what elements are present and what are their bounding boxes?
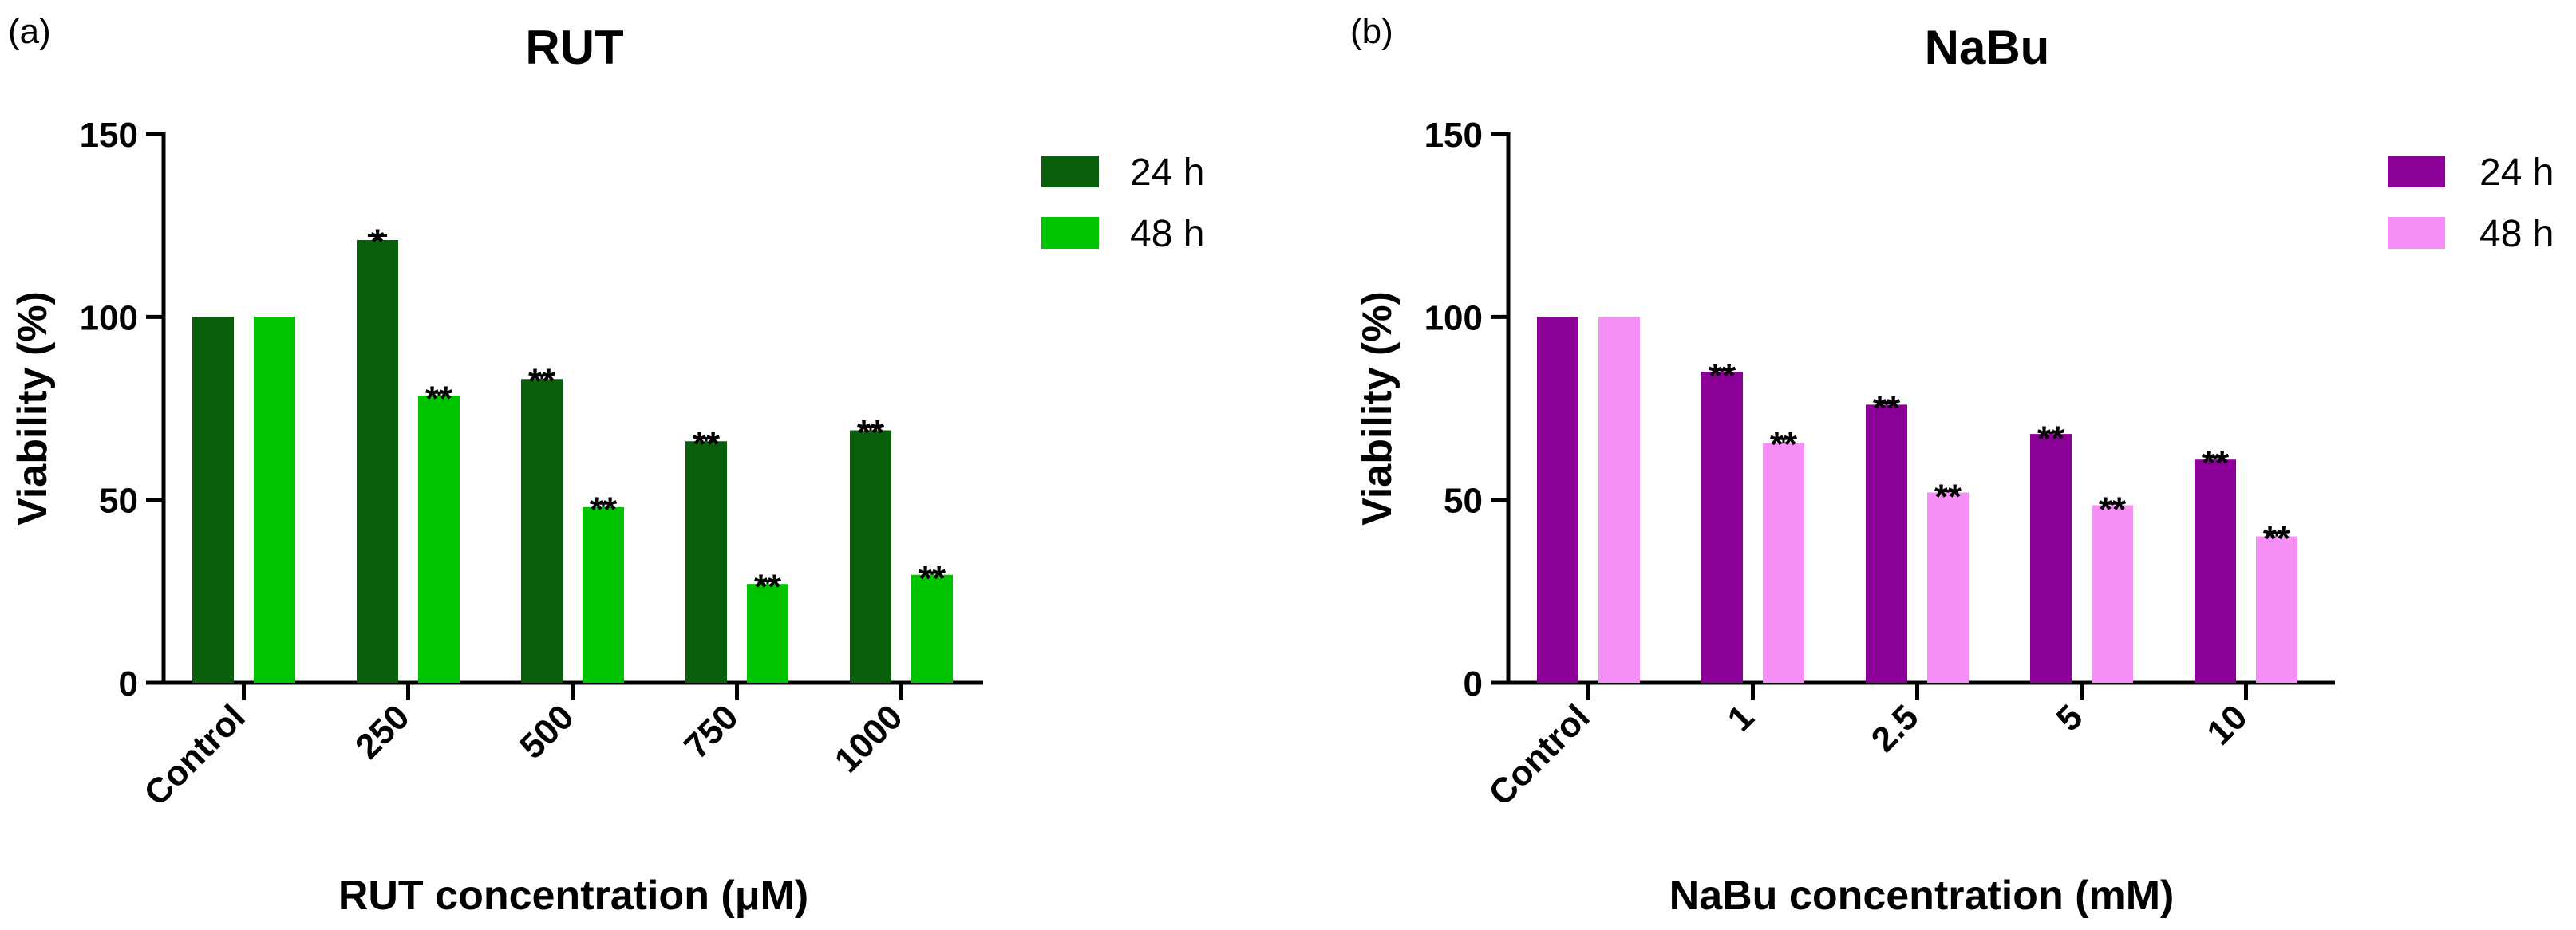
bar bbox=[1701, 372, 1743, 683]
significance-label: ** bbox=[425, 379, 453, 418]
x-tick-label: 1 bbox=[1721, 697, 1762, 739]
x-axis-label: RUT concentration (μM) bbox=[338, 873, 808, 919]
x-tick-label: 10 bbox=[2199, 697, 2254, 752]
bar bbox=[1866, 404, 1907, 683]
y-tick-label: 0 bbox=[1464, 664, 1483, 703]
bar bbox=[254, 317, 295, 683]
bar bbox=[357, 240, 398, 684]
significance-label: ** bbox=[2099, 490, 2127, 529]
panel-label: (b) bbox=[1350, 12, 1393, 51]
panel-label: (a) bbox=[8, 12, 51, 51]
chart-title: NaBu bbox=[1925, 21, 2050, 74]
significance-label: * bbox=[370, 223, 385, 262]
significance-label: ** bbox=[2263, 519, 2291, 558]
significance-label: ** bbox=[590, 490, 618, 529]
x-axis-label: NaBu concentration (mM) bbox=[1669, 873, 2175, 919]
significance-label: ** bbox=[2037, 419, 2065, 458]
x-tick-label: Control bbox=[1481, 697, 1597, 813]
y-tick-label: 100 bbox=[1424, 298, 1483, 337]
y-tick-label: 150 bbox=[1424, 116, 1483, 155]
legend-label: 48 h bbox=[1130, 213, 1204, 255]
bar bbox=[2092, 505, 2133, 683]
significance-label: ** bbox=[1709, 357, 1736, 396]
bar bbox=[1927, 492, 1969, 683]
x-tick-label: 250 bbox=[348, 697, 417, 766]
legend-label: 24 h bbox=[1130, 152, 1204, 194]
bar bbox=[2030, 434, 2072, 683]
bar bbox=[1598, 317, 1640, 683]
significance-label: ** bbox=[1770, 425, 1798, 464]
legend-swatch bbox=[2388, 156, 2445, 187]
y-axis-label: Viability (%) bbox=[1354, 291, 1401, 526]
significance-label: ** bbox=[754, 567, 782, 606]
bar bbox=[583, 506, 624, 683]
y-axis-label: Viability (%) bbox=[10, 291, 56, 526]
legend-label: 24 h bbox=[2479, 152, 2554, 194]
significance-label: ** bbox=[528, 362, 556, 401]
y-tick-label: 50 bbox=[1444, 482, 1483, 521]
bar bbox=[192, 317, 234, 683]
x-tick-label: 2.5 bbox=[1864, 697, 1926, 759]
chart-panel-2: (b) NaBu 0 50 100 150 Control ** ** 1 ** ** 2.5 ** ** 5… bbox=[1350, 12, 2554, 919]
bar bbox=[2195, 459, 2236, 683]
significance-label: ** bbox=[1873, 389, 1901, 428]
y-tick-label: 50 bbox=[99, 482, 138, 521]
chart-title: RUT bbox=[525, 21, 623, 74]
significance-label: ** bbox=[857, 413, 885, 452]
significance-label: ** bbox=[693, 425, 721, 464]
bar bbox=[1763, 443, 1804, 683]
x-tick-label: Control bbox=[136, 697, 252, 813]
bar bbox=[747, 584, 788, 683]
significance-label: ** bbox=[1934, 478, 1962, 517]
legend-swatch bbox=[1041, 156, 1099, 187]
bar bbox=[850, 430, 891, 683]
bar bbox=[911, 574, 953, 683]
legend-swatch bbox=[2388, 217, 2445, 249]
legend: 24 h 48 h bbox=[1041, 152, 1204, 255]
legend-label: 48 h bbox=[2479, 213, 2554, 255]
x-tick-label: 5 bbox=[2049, 697, 2091, 739]
bar bbox=[2256, 536, 2297, 683]
chart-panel-1: (a) RUT050100150Control***250****500****7… bbox=[8, 12, 1204, 919]
x-tick-label: 1000 bbox=[828, 697, 911, 780]
y-tick-label: 100 bbox=[80, 298, 138, 337]
bar bbox=[521, 379, 563, 683]
x-tick-label: 500 bbox=[512, 697, 582, 766]
bar bbox=[1537, 317, 1578, 683]
y-tick-label: 0 bbox=[119, 664, 138, 703]
x-tick-label: 750 bbox=[677, 697, 746, 766]
legend: 24 h 48 h bbox=[2388, 152, 2554, 255]
y-tick-label: 150 bbox=[80, 116, 138, 155]
legend-swatch bbox=[1041, 217, 1099, 249]
bar bbox=[418, 395, 460, 683]
significance-label: ** bbox=[2202, 443, 2230, 483]
significance-label: ** bbox=[919, 559, 946, 598]
bar bbox=[685, 441, 727, 683]
